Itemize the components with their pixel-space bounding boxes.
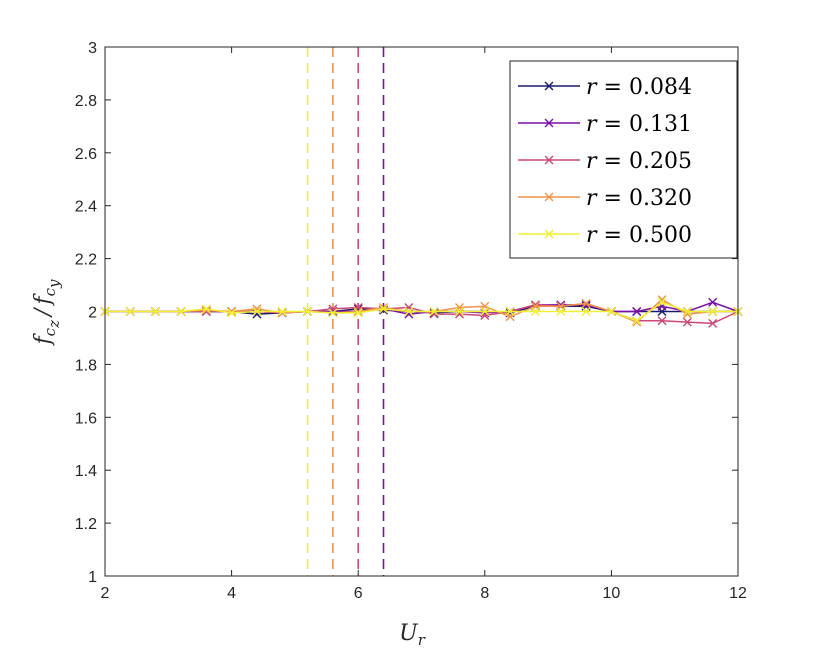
data-point-marker (708, 318, 718, 328)
y-tick-label: 1.2 (75, 516, 97, 533)
y-tick-label: 2.2 (75, 252, 97, 269)
data-point-marker (429, 308, 439, 318)
data-point-marker (657, 297, 667, 307)
data-point-marker (505, 307, 515, 316)
y-tick-label: 2.6 (75, 146, 97, 163)
legend-label: r = 0.205 (586, 149, 692, 174)
legend-item: r = 0.205 (518, 149, 692, 174)
data-point-marker (125, 307, 135, 316)
data-point-marker (176, 307, 186, 316)
series-group (100, 297, 743, 326)
data-point-marker (544, 229, 554, 239)
data-point-marker (544, 192, 554, 202)
x-tick-label: 6 (354, 585, 363, 602)
x-tick-label: 12 (729, 585, 747, 602)
data-point-marker (657, 295, 667, 305)
data-point-marker (581, 307, 591, 316)
data-point-marker (454, 307, 464, 316)
data-point-marker (151, 307, 161, 316)
x-tick-label: 2 (101, 585, 110, 602)
data-point-marker (632, 307, 642, 316)
data-point-marker (379, 303, 389, 313)
legend: r = 0.084 r = 0.131 r = 0.205 r = 0.320 r = … (509, 60, 738, 259)
x-tick-label: 8 (480, 585, 489, 602)
data-point-marker (404, 307, 414, 316)
y-tick-label: 3 (88, 40, 97, 57)
series-line (105, 301, 738, 322)
data-point-marker (544, 81, 554, 91)
y-tick-label: 1 (88, 569, 97, 586)
data-point-marker (201, 304, 211, 314)
data-point-marker (708, 307, 718, 316)
legend-item: r = 0.500 (518, 223, 692, 248)
y-tick-label: 1.6 (75, 410, 97, 427)
data-point-marker (544, 155, 554, 165)
data-point-marker (227, 307, 237, 316)
data-point-marker (682, 307, 692, 316)
data-point-marker (544, 118, 554, 128)
legend-item: r = 0.084 (518, 75, 692, 100)
legend-label: r = 0.320 (586, 186, 692, 211)
data-point-marker (454, 303, 464, 313)
data-point-marker (379, 304, 389, 314)
data-point-marker (581, 300, 591, 310)
data-point-marker (556, 300, 566, 310)
data-point-marker (404, 303, 414, 313)
y-tick-label: 2.8 (75, 93, 97, 110)
data-point-marker (657, 316, 667, 326)
data-point-marker (277, 308, 287, 318)
data-point-marker (328, 308, 338, 318)
legend-label: r = 0.500 (586, 223, 692, 248)
data-point-marker (201, 305, 211, 315)
tick-labels: 2 4 6 8 10 12 1 1.2 1.4 1.6 1.8 2 2.2 2.4 2.6 2.8 3 (75, 40, 747, 602)
x-tick-label: 4 (227, 585, 236, 602)
legend-label: r = 0.131 (586, 112, 692, 137)
y-tick-label: 1.4 (75, 463, 97, 480)
legend-label: r = 0.084 (586, 75, 692, 100)
data-point-marker (429, 307, 439, 316)
plot-frame (104, 46, 739, 577)
x-axis-label: Ur (399, 621, 426, 649)
data-point-marker (353, 308, 363, 318)
data-point-marker (632, 316, 642, 326)
y-tick-label: 1.8 (75, 357, 97, 374)
data-point-marker (303, 307, 313, 316)
data-point-marker (227, 308, 237, 318)
legend-item: r = 0.320 (518, 186, 692, 211)
data-point-marker (556, 307, 566, 316)
data-point-marker (606, 307, 616, 316)
data-point-marker (530, 307, 540, 316)
data-point-marker (328, 304, 338, 314)
data-point-marker (353, 307, 363, 316)
data-point-marker (480, 307, 490, 316)
legend-item: r = 0.131 (518, 112, 692, 137)
data-point-marker (581, 299, 591, 309)
data-point-marker (277, 307, 287, 316)
y-tick-label: 2 (88, 305, 97, 322)
y-tick-label: 2.4 (75, 199, 97, 216)
data-point-marker (708, 297, 718, 307)
x-tick-label: 10 (603, 585, 621, 602)
data-point-marker (682, 317, 692, 327)
data-point-marker (252, 307, 262, 316)
data-point-marker (480, 310, 490, 320)
